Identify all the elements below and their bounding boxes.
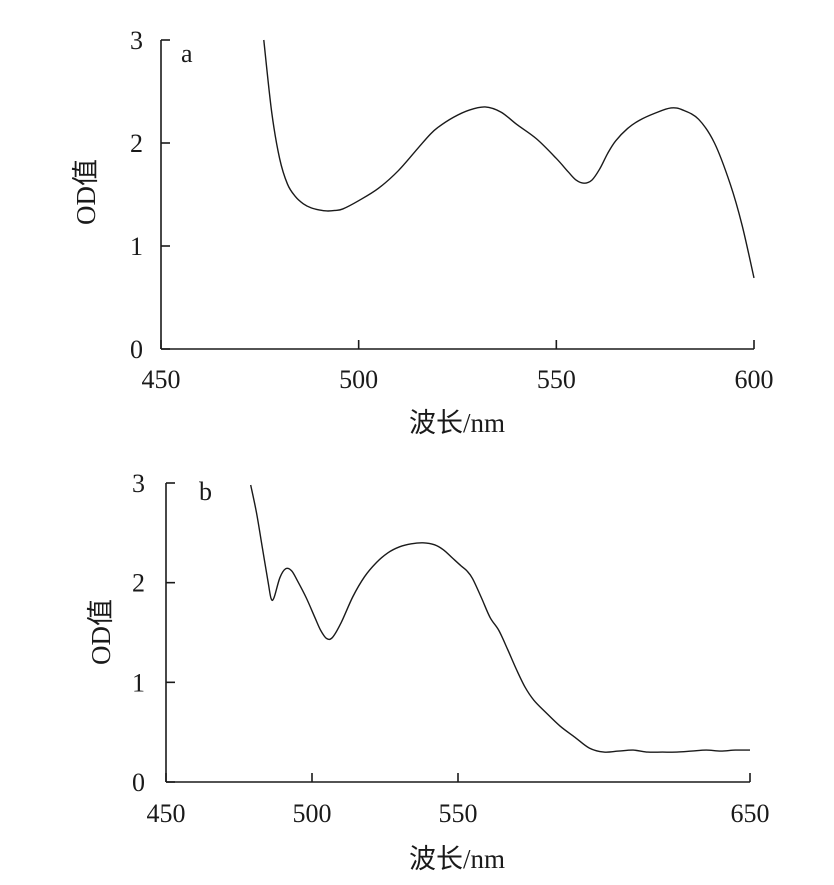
panel-b-absorbance-curve <box>249 484 751 753</box>
panel-b-y-tick-label: 3 <box>132 469 145 498</box>
panel-a-y-tick-label: 1 <box>130 232 143 261</box>
panel-b-y-tick-label: 2 <box>132 569 145 598</box>
panel-a-y-tick-label: 0 <box>130 335 143 364</box>
panel-a-x-tick-label: 550 <box>537 365 576 394</box>
panel-a-y-tick-label: 2 <box>130 129 143 158</box>
panel-b-y-tick-label: 1 <box>132 668 145 697</box>
panel-a-x-axis-title: 波长/nm <box>409 408 505 438</box>
panel-b-letter: b <box>199 477 212 506</box>
panel-b-x-tick-label: 550 <box>439 799 478 828</box>
panel-b-x-tick-label: 650 <box>731 799 770 828</box>
panel-a-y-axis-title: OD值 <box>71 159 101 225</box>
panel-b-x-tick-label: 450 <box>147 799 186 828</box>
panel-b-x-axis-title: 波长/nm <box>409 844 505 874</box>
panel-b-y-axis-title: OD值 <box>86 599 116 665</box>
panel-a-x-tick-label: 500 <box>339 365 378 394</box>
panel-b-y-tick-label: 0 <box>132 768 145 797</box>
panel-b-x-tick-label: 500 <box>293 799 332 828</box>
panel-a-x-tick-label: 600 <box>735 365 774 394</box>
panel-a-letter: a <box>181 39 193 68</box>
panel-a-y-tick-label: 3 <box>130 26 143 55</box>
panel-a-x-tick-label: 450 <box>142 365 181 394</box>
panel-a-absorbance-curve <box>263 39 755 279</box>
